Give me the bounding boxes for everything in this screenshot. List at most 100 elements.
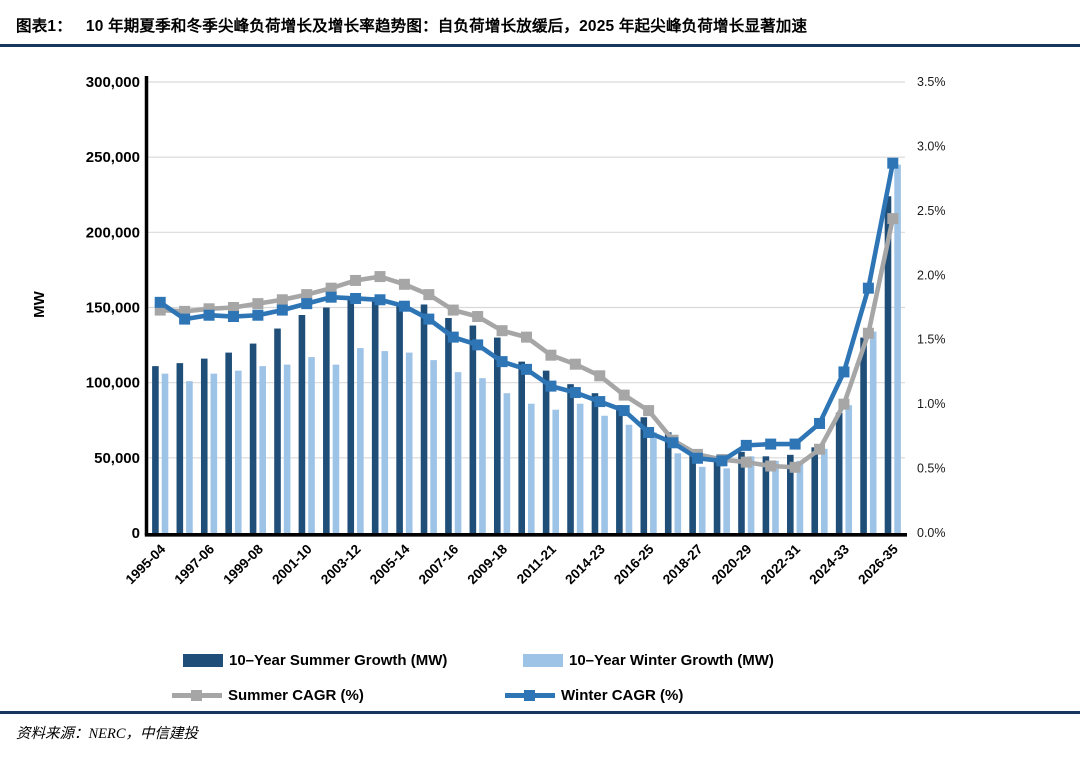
summer-cagr-marker [227,302,239,313]
winter-growth-bar [405,352,413,533]
right-axis-tick-label: 1.0% [917,397,946,411]
footer-divider [0,711,1080,714]
summer-growth-bar [518,361,525,533]
summer-cagr-marker [887,213,899,225]
winter-growth-bar [259,366,266,533]
summer-growth-bar [200,358,208,533]
legend-label: 10–Year Winter Growth (MW) [569,652,774,669]
winter-cagr-marker [789,438,801,450]
winter-growth-bar [210,373,218,533]
x-axis-tick-label: 2022-31 [758,541,804,587]
legend-item-summer-cagr: Summer CAGR (%) [172,687,364,704]
winter-growth-bar [308,357,315,533]
winter-cagr-marker [887,157,899,169]
winter-growth-bar [821,448,828,533]
winter-growth-bar [747,456,755,533]
summer-growth-bar [713,459,721,533]
summer-growth-bar [884,196,892,533]
summer-growth-bar [689,454,696,533]
winter-growth-bar [650,432,657,533]
winter-cagr-line-icon [505,690,555,701]
winter-cagr-marker [594,396,606,408]
winter-cagr-marker [862,282,874,294]
summer-cagr-marker [569,358,581,370]
winter-cagr-marker [643,426,655,438]
x-axis-tick-label: 2020-29 [709,542,755,588]
x-axis-tick-label: 2009-18 [465,541,511,587]
x-axis-tick-label: 1999-08 [220,541,266,587]
right-axis-tick-label: 3.0% [917,139,946,153]
summer-growth-bar [787,454,794,533]
y-axis-tick-label: 100,000 [86,375,140,392]
summer-cagr-marker [325,282,337,294]
x-axis-tick-label: 2001-10 [269,542,315,588]
x-axis-tick-label: 2026-35 [855,541,901,587]
right-axis-tick-label: 0.5% [917,462,946,476]
x-axis-tick-label: 2007-16 [416,541,462,587]
winter-cagr-marker [814,417,826,429]
summer-growth-bar [249,343,257,533]
winter-growth-bar [796,460,804,533]
summer-growth-bar [762,456,770,533]
summer-cagr-marker [203,303,215,315]
legend-item-winter-cagr: Winter CAGR (%) [505,687,683,704]
x-axis-tick-label: 2018-27 [660,542,706,588]
winter-cagr-marker [740,439,752,451]
winter-cagr-marker [301,298,313,310]
y-axis-tick-label: 250,000 [86,149,140,166]
winter-cagr-marker [545,380,557,392]
summer-cagr-marker [301,289,313,301]
winter-cagr-marker [227,311,239,323]
winter-growth-bar [357,348,364,533]
summer-cagr-marker [594,370,606,382]
summer-cagr-marker [447,304,459,316]
summer-cagr-marker [350,274,362,286]
winter-cagr-marker [325,291,337,303]
right-axis-tick-label: 3.5% [917,75,946,89]
summer-cagr-marker [276,294,288,306]
x-axis-tick-label: 2003-12 [318,542,364,588]
winter-growth-bar [430,360,437,533]
winter-cagr-marker [838,366,850,378]
winter-cagr-marker [716,455,728,467]
y-axis-tick-label: 200,000 [86,224,140,241]
header-divider [0,44,1080,47]
figure-title: 图表1： 10 年期夏季和冬季尖峰负荷增长及增长率趋势图：自负荷增长放缓后，202… [16,14,1064,36]
winter-cagr-marker [398,300,410,312]
winter-cagr-line [158,162,896,464]
summer-growth-bar [445,318,452,533]
winter-growth-bar [283,364,291,533]
summer-cagr-marker [496,325,508,337]
winter-growth-bar [479,378,486,533]
legend-label: Summer CAGR (%) [228,687,364,704]
winter-growth-bar [381,351,389,533]
summer-cagr-marker [643,405,655,417]
summer-growth-bar [640,417,648,533]
legend-item-summer-growth: 10–Year Summer Growth (MW) [183,652,447,669]
winter-growth-bar [869,331,877,533]
summer-growth-bar [152,366,159,533]
figure-title-text: 10 年期夏季和冬季尖峰负荷增长及增长率趋势图：自负荷增长放缓后，2025 年起… [85,18,808,35]
summer-cagr-marker [545,349,557,361]
legend-label: Winter CAGR (%) [561,687,684,704]
winter-cagr-marker [496,356,508,368]
summer-growth-bar [835,412,843,533]
winter-cagr-marker [667,437,679,449]
winter-cagr-marker [350,292,362,304]
right-axis-tick-label: 2.5% [917,204,946,218]
summer-cagr-marker [398,278,410,290]
summer-growth-bar [860,337,867,533]
summer-cagr-marker [472,311,484,323]
y-axis-tick-label: 150,000 [86,300,140,317]
summer-growth-bar [567,384,574,533]
winter-growth-bar [845,405,853,533]
winter-growth-bar [625,424,633,533]
y-axis-tick-label: 0 [132,525,140,542]
summer-growth-swatch-icon [183,654,223,667]
winter-growth-bar [576,403,584,533]
winter-growth-bar [698,466,706,533]
x-axis-tick-label: 2011-21 [514,541,559,586]
x-axis-tick-label: 2016-25 [611,541,657,587]
right-axis-tick-label: 2.0% [917,268,946,282]
